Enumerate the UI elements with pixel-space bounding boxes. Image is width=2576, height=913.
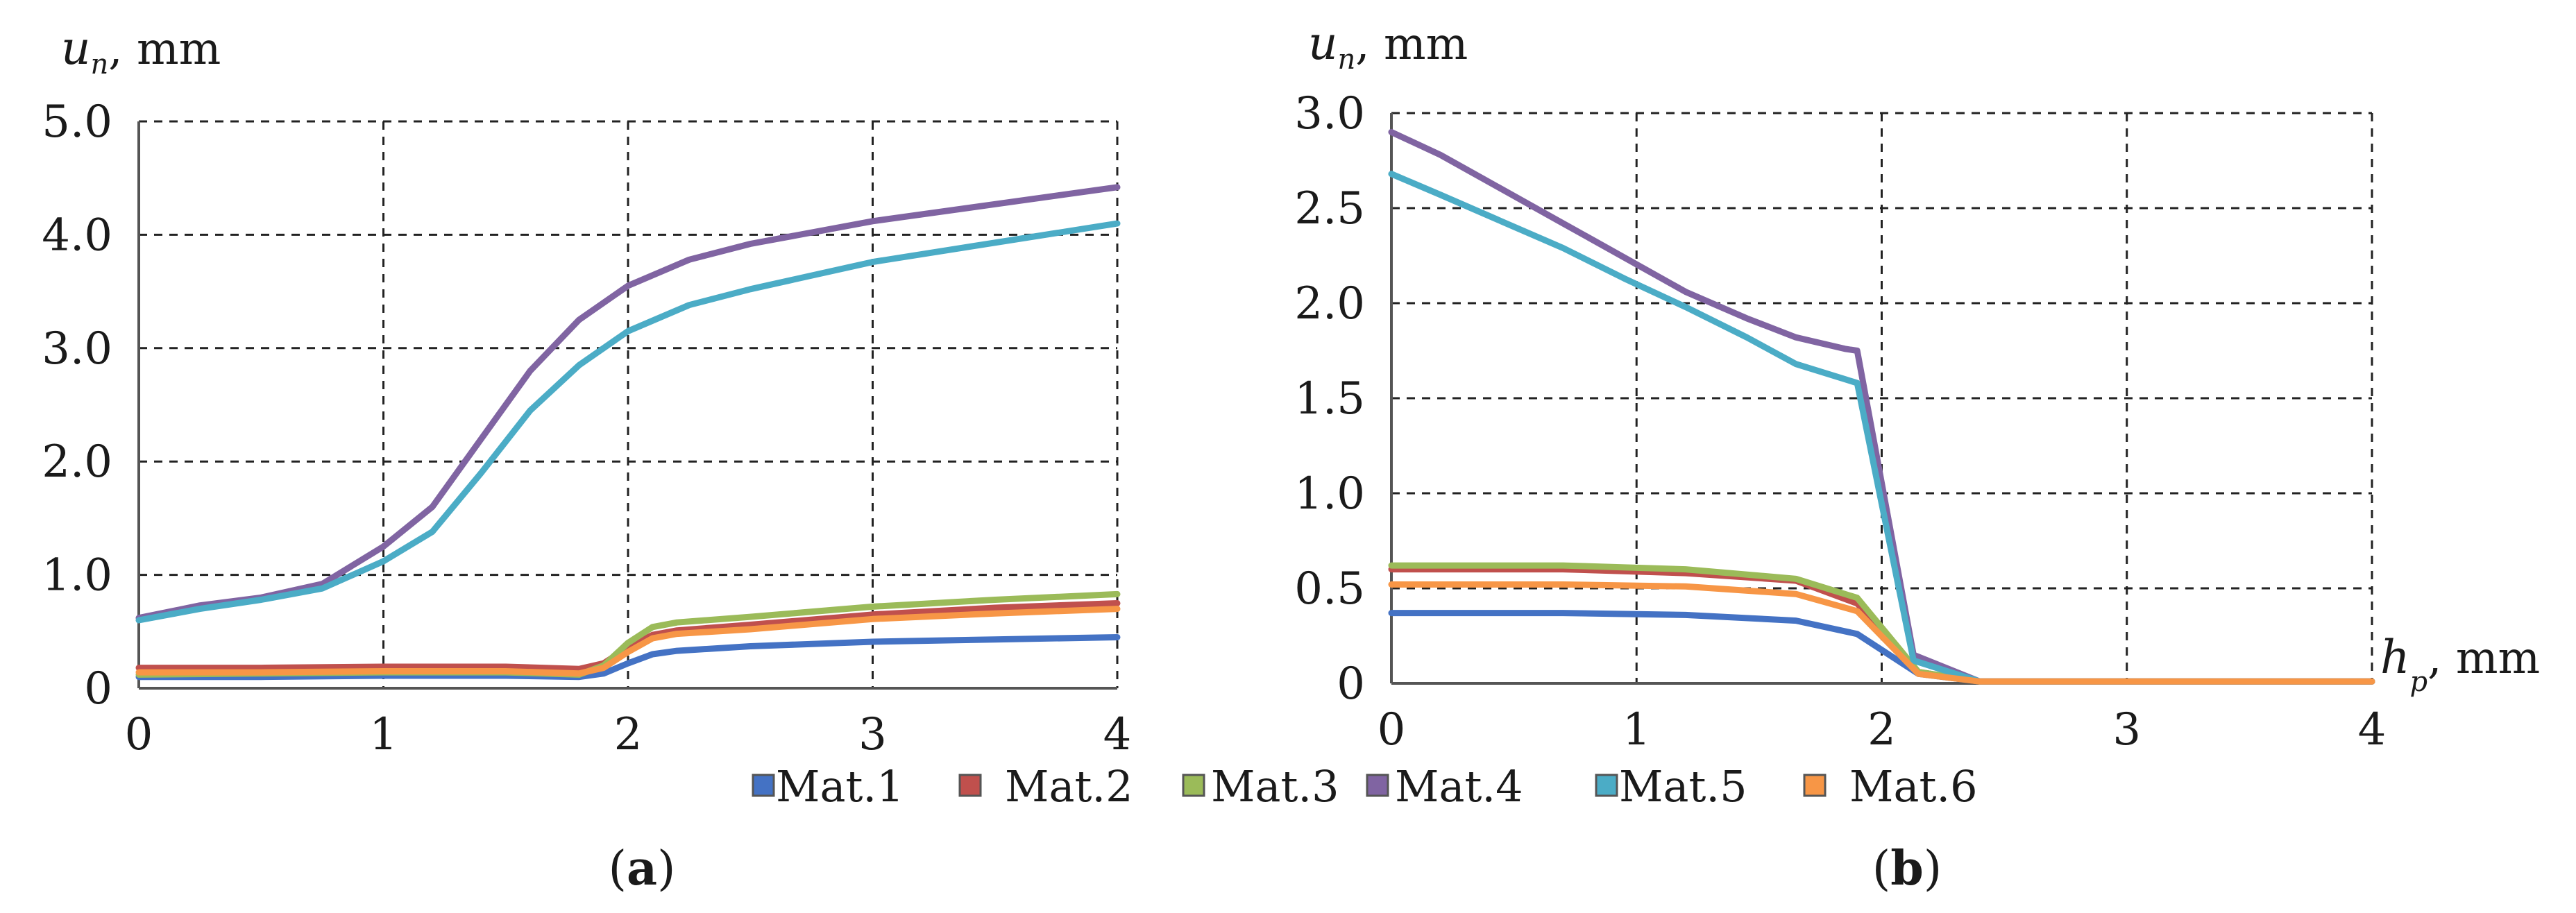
x-tick-label: 4 [1103, 709, 1132, 760]
series-line-mat2 [135, 600, 1121, 672]
series-line-mat6 [1388, 581, 2375, 685]
y-tick-label: 1.5 [1294, 373, 1365, 425]
series-line-mat5 [1388, 171, 2375, 685]
legend-label: Mat.1 [776, 761, 904, 812]
legend-item-mat1: Mat.1 [752, 761, 904, 812]
x-tick-label: 0 [1378, 704, 1406, 756]
series-line-mat1 [135, 634, 1121, 681]
panel-label-a: (a) [608, 841, 675, 896]
legend-swatch [1803, 774, 1827, 797]
x-tick-label: 3 [2112, 704, 2141, 756]
chart-panel-b: 0 1 2 3 4 0 0.5 1.0 1.5 2.0 2.5 3.0 un, mm hp, mm (… [1294, 17, 2540, 896]
series-line-mat6 [135, 606, 1121, 677]
y-tick-label: 1.0 [42, 550, 112, 601]
grid-a [139, 120, 1119, 688]
y-axis-label-a: un, mm [61, 22, 221, 80]
legend-item-mat6: Mat.6 [1803, 761, 1978, 812]
y-tick-label: 0 [84, 663, 112, 715]
x-tick-label: 3 [858, 709, 887, 760]
panel-label-b: (b) [1872, 841, 1942, 896]
x-tick-label: 0 [125, 709, 153, 760]
x-tick-label: 2 [614, 709, 643, 760]
legend-item-mat5: Mat.5 [1595, 761, 1747, 812]
legend-label: Mat.3 [1211, 761, 1339, 812]
y-tick-label: 2.0 [1294, 278, 1365, 330]
x-tick-label: 1 [1622, 704, 1651, 756]
grid-b [1391, 112, 2373, 683]
ticks-a: 0 1 2 3 4 0 1.0 2.0 3.0 4.0 5.0 [42, 96, 1131, 760]
y-tick-label: 2.5 [1294, 183, 1365, 234]
legend-item-mat4: Mat.4 [1366, 761, 1523, 812]
y-tick-label: 5.0 [42, 96, 112, 148]
legend-label: Mat.2 [1005, 761, 1133, 812]
legend-item-mat3: Mat.3 [1182, 761, 1339, 812]
chart-panel-a: 0 1 2 3 4 0 1.0 2.0 3.0 4.0 5.0 un, mm (a) [42, 22, 1131, 896]
legend-swatch [1182, 774, 1205, 797]
legend: Mat.1 Mat.2 Mat.3 Mat.4 Mat.5 Mat.6 [752, 761, 1978, 812]
legend-swatch [1595, 774, 1618, 797]
legend-label: Mat.6 [1849, 761, 1978, 812]
legend-swatch [958, 774, 982, 797]
y-tick-label: 3.0 [1294, 88, 1365, 139]
x-tick-label: 2 [1867, 704, 1896, 756]
series-b [1388, 128, 2375, 685]
y-tick-label: 4.0 [42, 210, 112, 261]
x-axis-label-b: hp, mm [2380, 631, 2540, 698]
ticks-b: 0 1 2 3 4 0 0.5 1.0 1.5 2.0 2.5 3.0 [1294, 88, 2386, 756]
legend-swatch [752, 774, 775, 797]
legend-label: Mat.4 [1395, 761, 1523, 812]
axes-a [137, 121, 1117, 690]
y-axis-label-b: un, mm [1308, 17, 1468, 76]
legend-swatch [1366, 774, 1389, 797]
x-tick-label: 4 [2358, 704, 2387, 756]
legend-item-mat2: Mat.2 [958, 761, 1133, 812]
y-tick-label: 2.0 [42, 436, 112, 488]
y-tick-label: 0 [1337, 658, 1365, 710]
y-tick-label: 0.5 [1294, 563, 1365, 615]
y-tick-label: 3.0 [42, 323, 112, 375]
series-a [135, 184, 1121, 681]
x-tick-label: 1 [369, 709, 398, 760]
y-tick-label: 1.0 [1294, 468, 1365, 520]
legend-label: Mat.5 [1619, 761, 1747, 812]
series-line-mat5 [135, 220, 1121, 624]
